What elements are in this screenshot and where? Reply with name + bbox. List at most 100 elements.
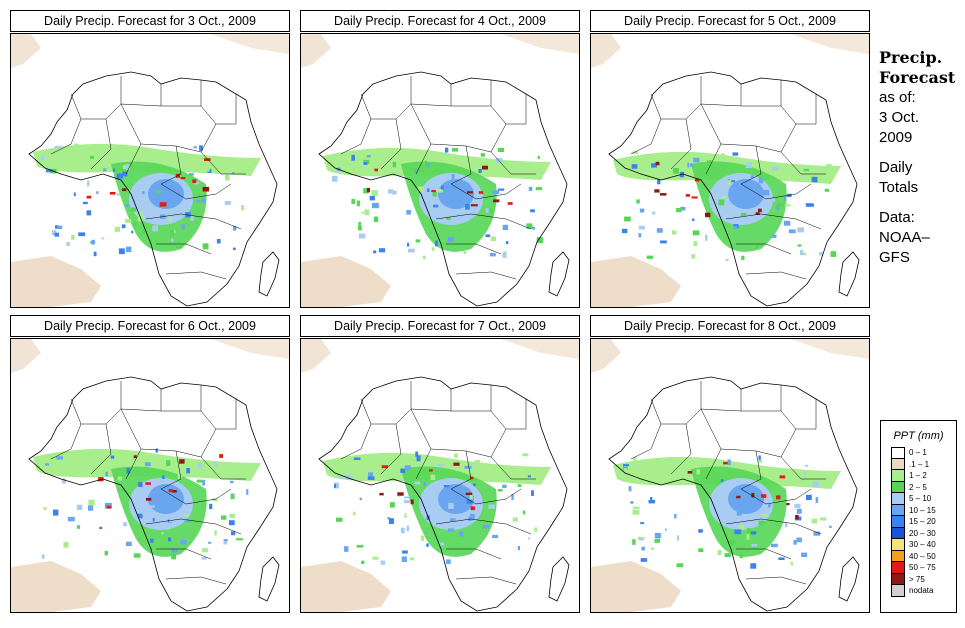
precip-cell [104, 551, 108, 556]
precip-cell [638, 225, 645, 230]
precip-cell [133, 553, 141, 558]
heavy-precip-cell [106, 505, 112, 509]
country-border [90, 423, 112, 475]
country-border [736, 243, 792, 255]
precip-cell [657, 179, 661, 185]
legend-label: 0 – 1 [909, 448, 927, 457]
caption-heading: Precip. [879, 48, 943, 67]
legend-item: 40 – 50 [881, 550, 956, 562]
precip-cell [534, 527, 538, 532]
country-border [140, 428, 217, 458]
precip-cell [498, 188, 505, 191]
precip-cell [639, 538, 644, 541]
precip-cell [88, 499, 95, 505]
precip-cell [131, 230, 134, 234]
country-border [435, 213, 532, 230]
precip-cell [353, 511, 356, 516]
legend-label: .1 – 1 [909, 459, 930, 469]
precip-cell [497, 147, 505, 152]
precip-cell [696, 469, 700, 475]
precip-cell [733, 224, 739, 229]
heavy-precip-cell [705, 212, 711, 218]
africa-map-svg [301, 339, 579, 612]
precip-area [11, 256, 101, 307]
precip-cell [392, 161, 397, 168]
precip-cell [363, 162, 368, 165]
precip-cell [693, 240, 698, 247]
precip-cell [46, 169, 53, 173]
precip-cell [181, 224, 185, 229]
country-border [745, 576, 807, 585]
precip-cell [177, 473, 182, 479]
precip-cell [698, 529, 703, 533]
precip-cell [651, 163, 657, 168]
precip-cell [406, 525, 410, 532]
precip-cell [171, 238, 174, 242]
ppt-legend: PPT (mm) 0 – 1 .1 – 1 1 – 2 2 – 5 5 – 10 10 –… [880, 420, 957, 613]
precip-cell [208, 541, 212, 544]
precip-cell [367, 476, 375, 480]
precip-cell [480, 153, 485, 157]
precip-cell [478, 169, 482, 173]
precip-cell [815, 497, 819, 503]
heavy-precip-cell [493, 199, 500, 203]
forecast-panel-oct-4: Daily Precip. Forecast for 4 Oct., 2009 [300, 10, 580, 308]
precip-cell [137, 212, 143, 217]
country-border [670, 423, 692, 475]
country-border [780, 151, 826, 175]
heavy-precip-cell [180, 177, 186, 180]
precip-area [591, 561, 681, 612]
panel-title: Daily Precip. Forecast for 6 Oct., 2009 [10, 315, 290, 337]
precip-cell [654, 539, 660, 543]
precip-cell [721, 153, 725, 159]
precip-cell [527, 475, 531, 478]
precip-cell [717, 549, 722, 556]
panel-title: Daily Precip. Forecast for 4 Oct., 2009 [300, 10, 580, 32]
precip-cell [446, 217, 451, 220]
precip-cell [223, 542, 228, 545]
precip-cell [87, 180, 90, 187]
precip-cell [403, 500, 410, 504]
country-border [451, 80, 492, 107]
precip-area [148, 179, 184, 209]
precip-cell [186, 468, 190, 474]
precip-cell [492, 534, 498, 539]
precip-cell [162, 475, 165, 480]
legend-item: 15 – 20 [881, 516, 956, 528]
country-border [50, 423, 82, 460]
country-border [700, 389, 742, 412]
precip-cell [705, 234, 708, 241]
precip-cell [492, 190, 500, 195]
legend-swatch [891, 470, 905, 482]
precip-cell [431, 247, 435, 252]
legend-item: 20 – 30 [881, 527, 956, 539]
precip-area [791, 34, 869, 54]
precip-cell [142, 229, 146, 235]
precip-cell [830, 251, 837, 257]
precip-cell [363, 159, 370, 164]
precip-cell [422, 255, 426, 260]
country-border [720, 123, 797, 153]
precip-cell [454, 453, 458, 458]
precip-cell [228, 520, 235, 526]
precip-cell [110, 455, 115, 459]
heavy-precip-cell [776, 495, 781, 500]
precip-cell [404, 465, 411, 471]
legend-label: nodata [909, 586, 934, 595]
precip-cell [450, 518, 456, 522]
country-border [450, 183, 522, 200]
precip-cell [389, 502, 395, 508]
precip-cell [373, 216, 379, 223]
heavy-precip-cell [366, 187, 370, 193]
precip-cell [811, 176, 818, 183]
legend-swatch [891, 527, 905, 539]
country-border [741, 80, 782, 107]
precip-cell [771, 543, 778, 548]
country-border [380, 118, 402, 170]
precip-cell [536, 237, 544, 244]
precip-cell [522, 510, 526, 515]
country-border [455, 271, 517, 280]
precip-cell [793, 540, 797, 545]
precip-cell [180, 540, 187, 545]
country-border [120, 84, 162, 107]
